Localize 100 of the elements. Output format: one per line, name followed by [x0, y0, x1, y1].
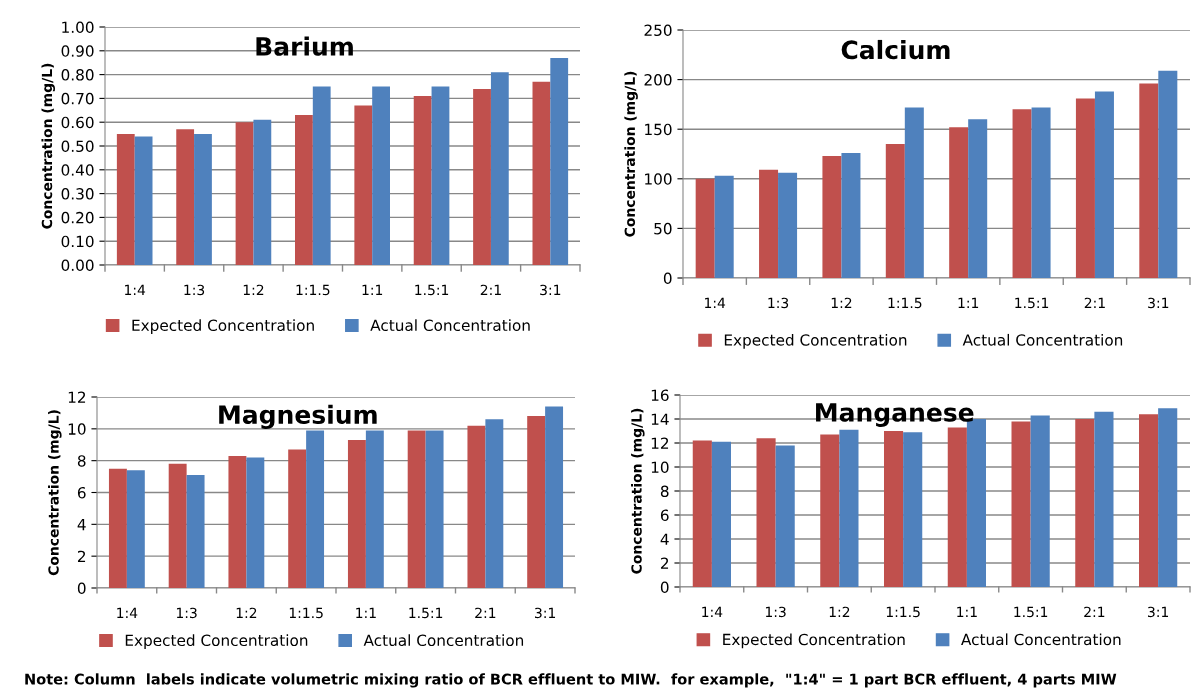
bar [550, 57, 569, 265]
bar [545, 406, 564, 588]
bar [246, 457, 265, 588]
bar [347, 439, 366, 588]
x-tick-label: 1.5:1 [1015, 297, 1049, 309]
legend-label: Actual Concentration [961, 633, 1121, 646]
y-tick-label: 6 [77, 486, 86, 499]
bar [1094, 411, 1114, 587]
bar [1139, 414, 1159, 587]
bar [903, 432, 923, 587]
x-tick-label: 1:4 [702, 606, 723, 617]
bar [425, 430, 444, 588]
bar [714, 175, 734, 278]
bar [759, 169, 779, 278]
bar [841, 153, 861, 278]
bar [288, 449, 307, 588]
bar [485, 419, 504, 588]
y-tick-label: 4 [77, 519, 86, 531]
x-tick-label: 3:1 [540, 284, 561, 296]
y-tick-label: 0 [77, 582, 86, 595]
y-tick-label: 0.40 [61, 164, 94, 176]
x-tick-label: 3:1 [1148, 297, 1169, 309]
bar [1075, 98, 1095, 278]
y-tick-label: 0.00 [61, 259, 94, 272]
bar [312, 86, 331, 265]
y-axis-title: Concentration (mg/L) [41, 63, 56, 229]
x-tick-label: 1:2 [243, 284, 264, 295]
x-tick-label: 3:1 [1148, 606, 1169, 618]
x-tick-label: 1:1 [362, 284, 383, 295]
x-tick-label: 1:2 [829, 606, 850, 617]
bar [775, 445, 795, 587]
y-tick-label: 12 [651, 437, 669, 449]
bar [904, 107, 924, 278]
bar [253, 119, 272, 265]
bar [695, 178, 715, 278]
y-tick-label: 0 [660, 581, 669, 594]
bar [822, 155, 842, 278]
bar [885, 144, 905, 278]
bar [1158, 70, 1178, 278]
bar [1031, 107, 1051, 278]
bar [490, 72, 509, 265]
bar [134, 136, 153, 265]
bar [884, 431, 904, 587]
bar [186, 474, 205, 588]
bar [1011, 421, 1031, 587]
chart-title: Barium [256, 36, 353, 56]
y-axis-title: Concentration (mg/L) [631, 408, 645, 574]
legend-label: Actual Concentration [363, 634, 524, 647]
y-tick-label: 200 [644, 74, 672, 86]
x-tick-label: 1.5:1 [1014, 606, 1048, 618]
x-tick-label: 1:1.5 [886, 606, 920, 618]
bar [949, 127, 969, 278]
bar [532, 81, 551, 265]
bar [235, 122, 254, 265]
y-tick-label: 8 [660, 485, 669, 498]
bar [365, 430, 384, 588]
legend-label: Expected Concentration [723, 633, 905, 649]
bar [1030, 415, 1050, 587]
x-tick-label: 1:4 [705, 297, 726, 308]
y-tick-label: 0.80 [61, 69, 94, 81]
bar [1075, 419, 1095, 587]
bar [168, 463, 187, 588]
y-tick-label: 0.30 [61, 188, 94, 200]
text: Note: Column labels indicate volumetric mixing ratio of BCR effluent to MIW. for example, "1:4" = 1 part BCR effluent, 4 parts MIW [25, 673, 1117, 688]
bar [692, 440, 712, 587]
y-axis-title: Concentration (mg/L) [624, 71, 638, 237]
y-tick-label: 8 [77, 455, 86, 467]
x-tick-label: 1:3 [184, 284, 205, 296]
x-tick-label: 1:2 [236, 607, 257, 618]
bar [527, 416, 546, 588]
x-tick-label: 1:4 [125, 284, 146, 295]
bar [1012, 109, 1032, 278]
x-tick-label: 2:1 [475, 607, 496, 618]
bar [839, 429, 859, 587]
x-tick-label: 1:3 [765, 606, 786, 618]
x-tick-label: 3:1 [535, 607, 556, 619]
x-tick-label: 1:3 [768, 297, 789, 309]
bar [711, 441, 731, 587]
bar [108, 468, 127, 588]
y-axis-title: Concentration (mg/L) [48, 410, 62, 576]
chart-title: Manganese [816, 403, 974, 427]
bar [126, 470, 145, 588]
y-tick-label: 12 [68, 391, 86, 403]
bar [407, 430, 426, 588]
x-tick-label: 2:1 [1084, 606, 1105, 617]
bar [820, 434, 840, 587]
bar [228, 455, 247, 588]
x-tick-label: 2:1 [480, 284, 501, 295]
x-tick-label: 1.5:1 [409, 607, 443, 619]
y-tick-label: 150 [645, 123, 672, 136]
bar [1139, 83, 1159, 278]
y-tick-label: 10 [651, 461, 669, 474]
chart-title: Calcium [841, 39, 950, 60]
bar [1094, 91, 1114, 278]
y-tick-label: 4 [660, 533, 669, 545]
legend-label: Expected Concentration [724, 333, 907, 349]
bar [473, 88, 491, 265]
x-tick-label: 1:1 [958, 297, 979, 308]
bar [116, 134, 135, 265]
legend-label: Actual Concentration [962, 333, 1123, 346]
